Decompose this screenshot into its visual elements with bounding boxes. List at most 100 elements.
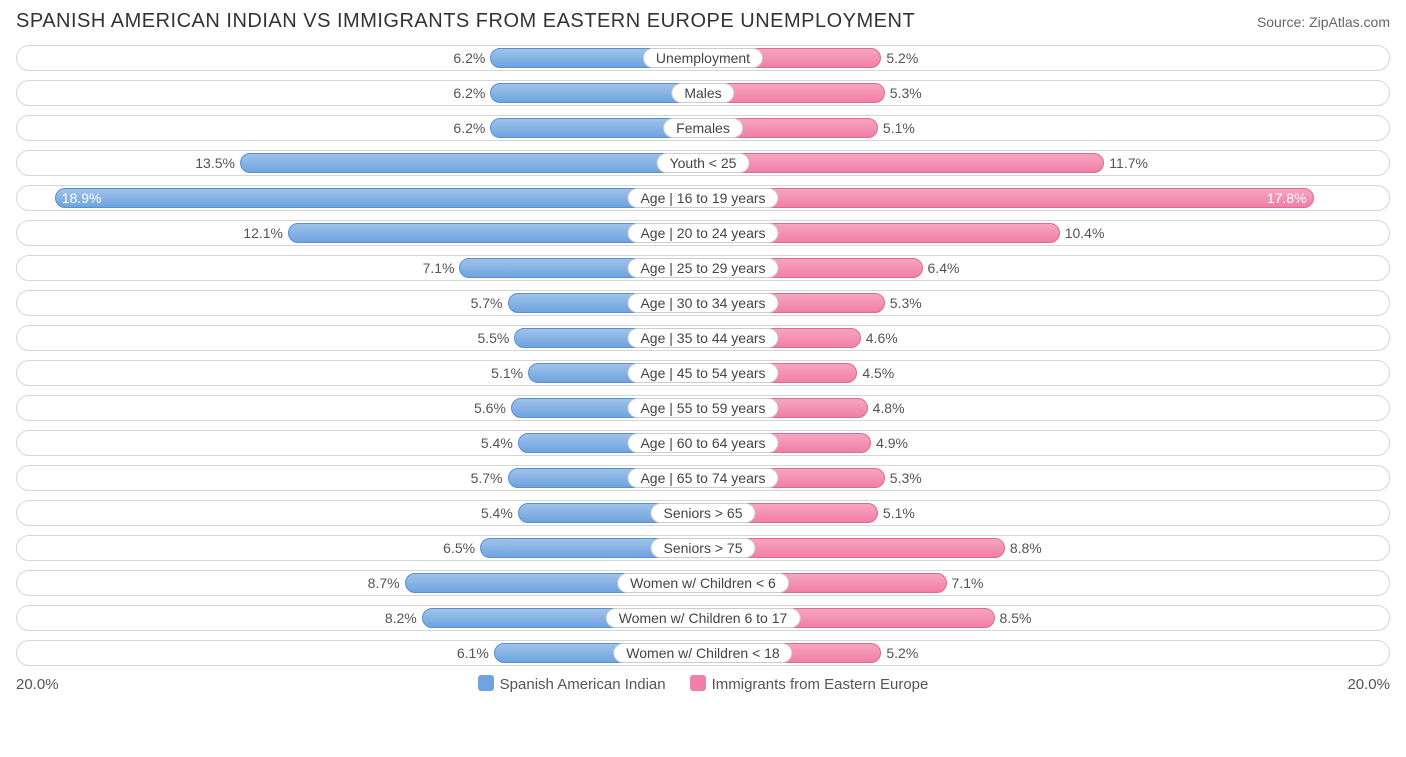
bar-right-value: 7.1% (946, 574, 984, 592)
right-half: 10.4% (703, 221, 1389, 245)
bar-right-value: 5.1% (877, 119, 915, 137)
bar-right-value: 4.8% (867, 399, 905, 417)
category-pill: Age | 45 to 54 years (627, 363, 778, 383)
left-half: 5.4% (17, 431, 703, 455)
left-half: 13.5% (17, 151, 703, 175)
right-half: 5.2% (703, 46, 1389, 70)
bar-right-value: 8.8% (1004, 539, 1042, 557)
right-half: 8.8% (703, 536, 1389, 560)
category-pill: Age | 65 to 74 years (627, 468, 778, 488)
chart-row: 5.1% 4.5% Age | 45 to 54 years (16, 360, 1390, 386)
left-half: 5.7% (17, 466, 703, 490)
right-half: 4.9% (703, 431, 1389, 455)
left-half: 6.2% (17, 46, 703, 70)
legend-swatch-left (478, 675, 494, 691)
category-pill: Age | 30 to 34 years (627, 293, 778, 313)
bar-right-value: 4.9% (870, 434, 908, 452)
bar-right-value: 4.6% (860, 329, 898, 347)
category-pill: Unemployment (643, 48, 763, 68)
category-pill: Seniors > 65 (651, 503, 756, 523)
legend-label-right: Immigrants from Eastern Europe (712, 676, 929, 693)
left-half: 6.5% (17, 536, 703, 560)
right-half: 5.1% (703, 116, 1389, 140)
legend-item-left: Spanish American Indian (478, 675, 666, 693)
bar-left-value: 5.5% (477, 329, 515, 347)
bar-left-value: 5.4% (481, 504, 519, 522)
axis-max-left: 20.0% (16, 676, 59, 693)
bar-right: 11.7% (703, 153, 1104, 173)
bar-left-value: 12.1% (243, 224, 289, 242)
bar-right: 17.8% (703, 188, 1314, 208)
chart-row: 5.7% 5.3% Age | 30 to 34 years (16, 290, 1390, 316)
category-pill: Males (671, 83, 734, 103)
bar-left-value: 8.2% (385, 609, 423, 627)
bar-right-value: 5.3% (884, 84, 922, 102)
category-pill: Age | 16 to 19 years (627, 188, 778, 208)
left-half: 5.4% (17, 501, 703, 525)
bar-right-value: 4.5% (856, 364, 894, 382)
bar-left-value: 6.2% (453, 84, 491, 102)
category-pill: Age | 60 to 64 years (627, 433, 778, 453)
bar-right-value: 6.4% (922, 259, 960, 277)
chart-footer: 20.0% Spanish American Indian Immigrants… (16, 675, 1390, 693)
bar-left-value: 6.1% (457, 644, 495, 662)
right-half: 5.3% (703, 81, 1389, 105)
left-half: 5.1% (17, 361, 703, 385)
left-half: 6.2% (17, 116, 703, 140)
chart-source: Source: ZipAtlas.com (1257, 14, 1390, 30)
right-half: 4.6% (703, 326, 1389, 350)
chart-row: 8.7% 7.1% Women w/ Children < 6 (16, 570, 1390, 596)
bar-right-value: 8.5% (994, 609, 1032, 627)
chart-row: 7.1% 6.4% Age | 25 to 29 years (16, 255, 1390, 281)
left-half: 7.1% (17, 256, 703, 280)
bar-left-value: 5.7% (471, 469, 509, 487)
source-name: ZipAtlas.com (1309, 14, 1390, 30)
right-half: 4.8% (703, 396, 1389, 420)
legend-swatch-right (690, 675, 706, 691)
category-pill: Age | 55 to 59 years (627, 398, 778, 418)
bar-left-value: 6.5% (443, 539, 481, 557)
left-half: 8.2% (17, 606, 703, 630)
legend: Spanish American Indian Immigrants from … (59, 675, 1348, 693)
left-half: 5.7% (17, 291, 703, 315)
right-half: 11.7% (703, 151, 1389, 175)
chart-row: 5.4% 4.9% Age | 60 to 64 years (16, 430, 1390, 456)
chart-title: SPANISH AMERICAN INDIAN VS IMMIGRANTS FR… (16, 10, 915, 33)
category-pill: Youth < 25 (657, 153, 750, 173)
right-half: 5.2% (703, 641, 1389, 665)
legend-label-left: Spanish American Indian (500, 676, 666, 693)
category-pill: Women w/ Children < 18 (613, 643, 792, 663)
chart-row: 6.2% 5.2%Unemployment (16, 45, 1390, 71)
bar-left-value: 5.1% (491, 364, 529, 382)
bar-right-value: 5.1% (877, 504, 915, 522)
bar-left-value: 6.2% (453, 49, 491, 67)
bar-right-value: 17.8% (1267, 189, 1307, 207)
chart-header: SPANISH AMERICAN INDIAN VS IMMIGRANTS FR… (16, 10, 1390, 33)
category-pill: Women w/ Children < 6 (617, 573, 789, 593)
chart-row: 5.5%4.6%Age | 35 to 44 years (16, 325, 1390, 351)
left-half: 6.1% (17, 641, 703, 665)
bar-right-value: 5.3% (884, 469, 922, 487)
right-half: 6.4% (703, 256, 1389, 280)
chart-row: 6.2%5.1%Females (16, 115, 1390, 141)
right-half: 5.3% (703, 466, 1389, 490)
left-half: 8.7% (17, 571, 703, 595)
bar-right-value: 5.3% (884, 294, 922, 312)
bar-left: 18.9% (55, 188, 703, 208)
bar-right-value: 10.4% (1059, 224, 1105, 242)
left-half: 12.1% (17, 221, 703, 245)
bar-left-value: 7.1% (423, 259, 461, 277)
axis-max-right: 20.0% (1347, 676, 1390, 693)
chart-row: 5.6%4.8%Age | 55 to 59 years (16, 395, 1390, 421)
chart-row: 6.1% 5.2%Women w/ Children < 18 (16, 640, 1390, 666)
bar-left-value: 6.2% (453, 119, 491, 137)
category-pill: Age | 25 to 29 years (627, 258, 778, 278)
chart-row: 12.1%10.4%Age | 20 to 24 years (16, 220, 1390, 246)
right-half: 4.5% (703, 361, 1389, 385)
bar-left-value: 18.9% (62, 189, 102, 207)
left-half: 6.2% (17, 81, 703, 105)
bar-left: 13.5% (240, 153, 703, 173)
chart-row: 5.7% 5.3% Age | 65 to 74 years (16, 465, 1390, 491)
left-half: 18.9% (17, 186, 703, 210)
chart-row: 6.2% 5.3% Males (16, 80, 1390, 106)
